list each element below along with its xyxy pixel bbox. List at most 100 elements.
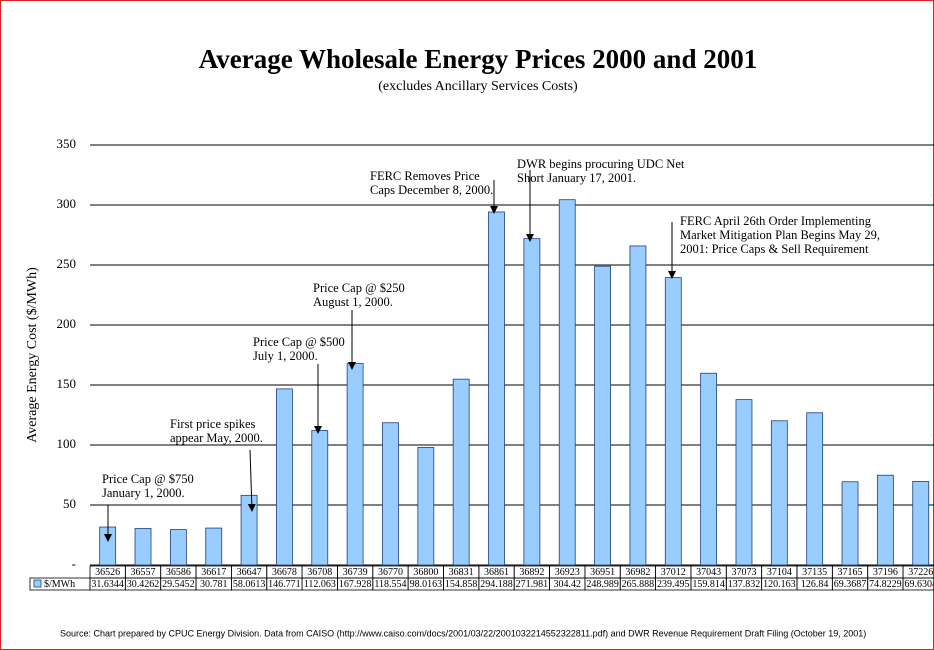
- x-tick-label: 36770: [378, 567, 403, 578]
- y-axis-label: Average Energy Cost ($/MWh): [25, 267, 40, 443]
- x-tick-label: 36526: [95, 567, 120, 578]
- y-tick-label: 350: [57, 136, 77, 151]
- bar: [594, 265, 611, 566]
- x-tick-label: 36678: [272, 567, 297, 578]
- annotation: FERC Removes Price: [370, 169, 480, 183]
- table-value: 154.858: [445, 579, 478, 590]
- x-tick-label: 37226: [908, 567, 933, 578]
- table-value: 167.928: [339, 579, 372, 590]
- bar: [841, 481, 859, 566]
- bar: [205, 527, 223, 566]
- annotation: appear May, 2000.: [170, 431, 263, 445]
- y-tick-label: 200: [57, 316, 77, 331]
- y-tick-label: 100: [57, 436, 77, 451]
- x-tick-label: 37012: [661, 567, 686, 578]
- table-value: 120.163: [763, 579, 796, 590]
- annotation: Market Mitigation Plan Begins May 29,: [680, 228, 880, 242]
- x-tick-label: 36557: [131, 567, 156, 578]
- bar: [169, 529, 187, 566]
- x-tick-label: 36831: [449, 567, 474, 578]
- y-tick-label: -: [72, 556, 76, 571]
- annotation: Short January 17, 2001.: [517, 171, 636, 185]
- legend-label: $/MWh: [44, 579, 75, 590]
- bar: [523, 238, 541, 566]
- bar: [346, 363, 364, 566]
- x-tick-label: 36647: [237, 567, 262, 578]
- bar: [558, 199, 576, 566]
- bar: [700, 372, 718, 566]
- bar: [417, 446, 435, 566]
- table-value: 248.989: [586, 579, 619, 590]
- x-tick-label: 36951: [590, 567, 615, 578]
- annotation: August 1, 2000.: [313, 295, 393, 309]
- bar: [912, 481, 930, 566]
- chart-subtitle: (excludes Ancillary Services Costs): [378, 79, 578, 94]
- annotation: FERC April 26th Order Implementing: [680, 214, 872, 228]
- annotation: First price spikes: [170, 417, 256, 431]
- table-value: 69.6304: [904, 579, 934, 590]
- table-value: 98.0163: [410, 579, 443, 590]
- annotation: Caps December 8, 2000.: [370, 183, 493, 197]
- legend-swatch: [33, 579, 42, 588]
- table-value: 30.781: [200, 579, 228, 590]
- bar: [806, 412, 824, 566]
- x-tick-label: 37073: [731, 567, 756, 578]
- bar: [452, 378, 470, 566]
- annotation: Price Cap @ $500: [253, 335, 345, 349]
- y-tick-label: 250: [57, 256, 77, 271]
- table-value: 159.814: [692, 579, 725, 590]
- annotation: Price Cap @ $250: [313, 281, 405, 295]
- x-tick-label: 37104: [767, 567, 792, 578]
- y-tick-label: 150: [57, 376, 77, 391]
- x-tick-label: 36923: [555, 567, 580, 578]
- table-value: 239.495: [657, 579, 690, 590]
- table-value: 69.3687: [834, 579, 867, 590]
- x-tick-label: 36617: [201, 567, 226, 578]
- bar: [770, 420, 788, 566]
- table-value: 58.0613: [233, 579, 266, 590]
- bar: [735, 399, 753, 566]
- source-note: Source: Chart prepared by CPUC Energy Di…: [60, 628, 866, 638]
- x-tick-label: 37135: [802, 567, 827, 578]
- x-tick-label: 36861: [484, 567, 509, 578]
- x-tick-label: 37165: [838, 567, 863, 578]
- bar: [134, 528, 152, 566]
- table-value: 137.832: [728, 579, 761, 590]
- table-value: 29.5452: [162, 579, 195, 590]
- y-tick-label: 300: [57, 196, 77, 211]
- table-value: 112.063: [304, 579, 336, 590]
- x-tick-label: 36708: [307, 567, 332, 578]
- table-value: 74.8229: [869, 579, 902, 590]
- table-value: 265.888: [622, 579, 655, 590]
- annotation: DWR begins procuring UDC Net: [517, 157, 685, 171]
- bar: [876, 474, 894, 566]
- table-value: 31.6344: [91, 579, 124, 590]
- x-tick-label: 37043: [696, 567, 721, 578]
- annotation: Price Cap @ $750: [102, 472, 194, 486]
- table-value: 126.84: [801, 579, 829, 590]
- x-tick-label: 36586: [166, 567, 191, 578]
- bar: [240, 494, 258, 566]
- table-value: 304.42: [553, 579, 581, 590]
- y-tick-label: 50: [63, 496, 76, 511]
- x-tick-label: 36892: [519, 567, 544, 578]
- table-cell: [902, 577, 934, 591]
- table-value: 30.4262: [127, 579, 160, 590]
- bar: [629, 245, 647, 566]
- x-tick-label: 36982: [625, 567, 650, 578]
- bar: [488, 211, 505, 566]
- table-value: 118.554: [374, 579, 406, 590]
- annotation: July 1, 2000.: [253, 349, 318, 363]
- x-tick-label: 36800: [413, 567, 438, 578]
- bar: [276, 388, 293, 566]
- table-value: 146.771: [268, 579, 301, 590]
- bar: [311, 430, 329, 566]
- table-value: 294.188: [480, 579, 513, 590]
- annotation: 2001: Price Caps & Sell Requirement: [680, 242, 869, 256]
- x-tick-label: 36739: [343, 567, 368, 578]
- annotation-arrow: [247, 449, 256, 512]
- table-value: 271.981: [516, 579, 549, 590]
